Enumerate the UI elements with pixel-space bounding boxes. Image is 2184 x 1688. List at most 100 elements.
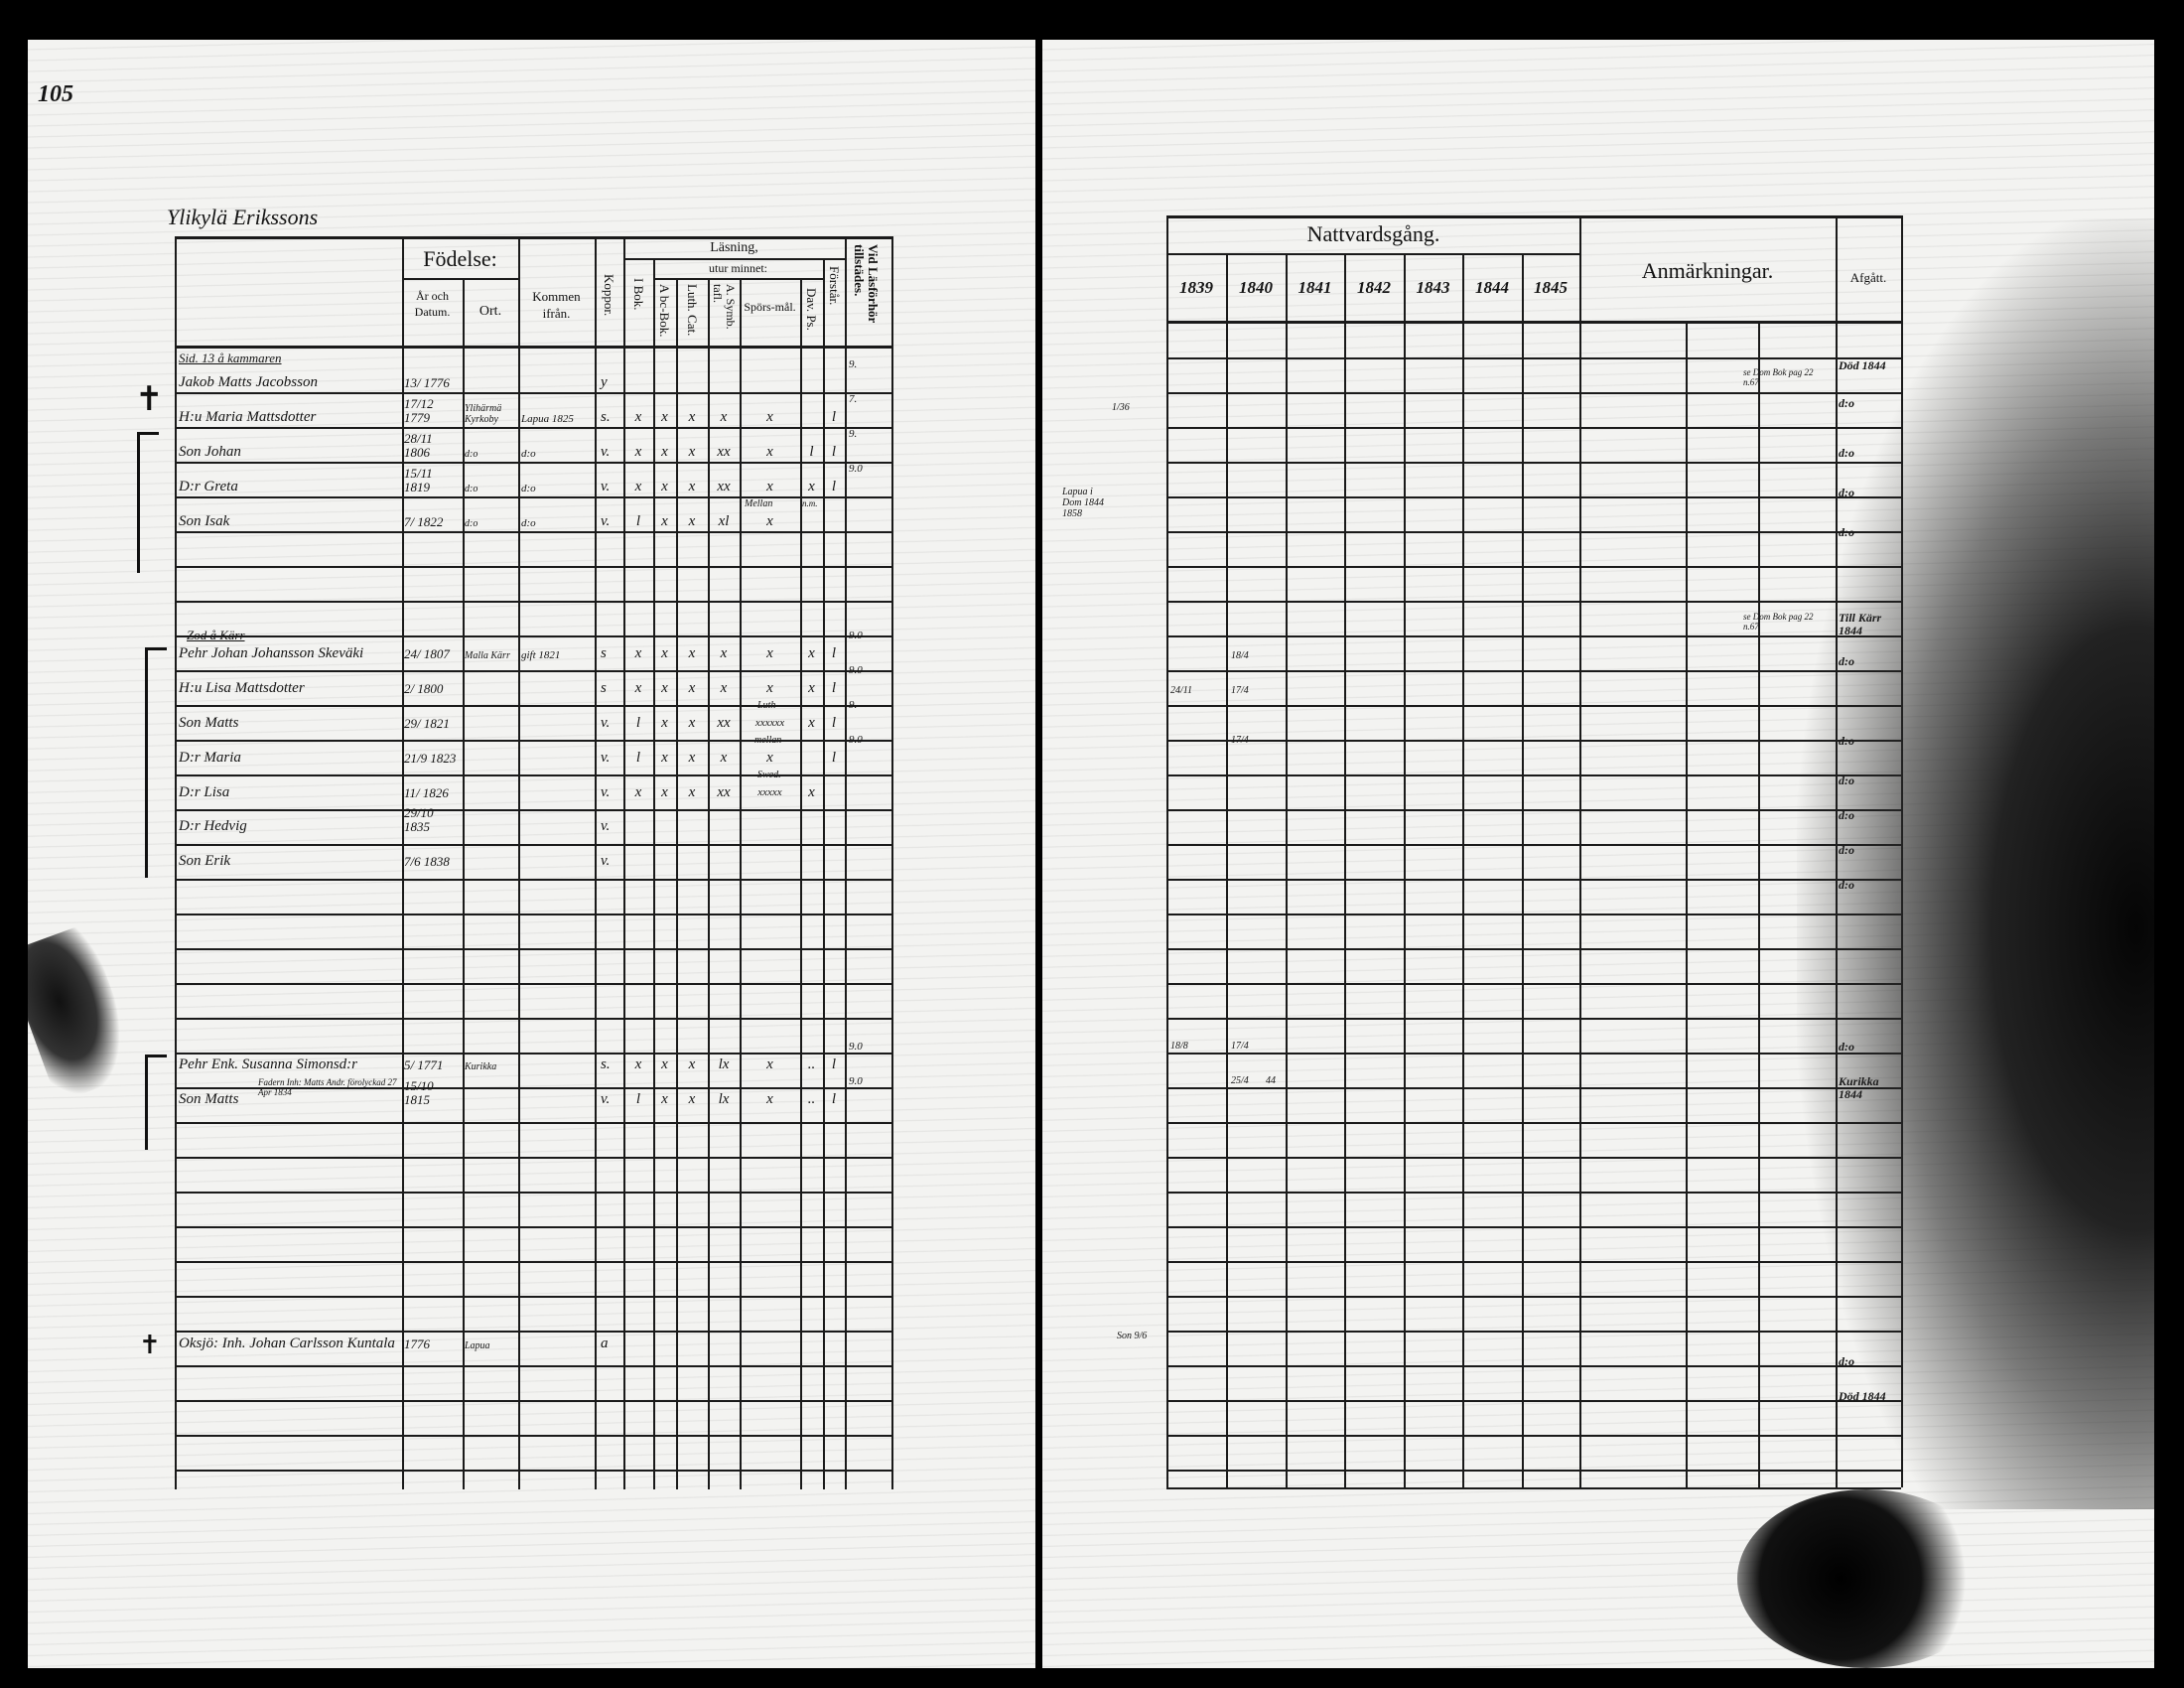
person-name: D:r Greta — [179, 479, 238, 494]
family-bracket-top — [145, 647, 167, 650]
examination-attendance: 9. — [849, 428, 858, 440]
table-row-line — [175, 670, 891, 672]
reading-mark: x — [661, 1056, 668, 1072]
table-column-line — [800, 278, 802, 1489]
person-name: Son Matts — [179, 1091, 239, 1107]
reading-mark: lx — [718, 1056, 730, 1072]
reading-mark: x — [720, 750, 728, 766]
reading-mark: x — [766, 680, 773, 696]
table-column-line — [1462, 253, 1464, 1487]
table-column-line — [823, 258, 825, 1489]
table-row-line — [1166, 774, 1901, 776]
table-row-line — [175, 914, 891, 915]
reading-mark: xl — [718, 513, 730, 529]
table-row-line — [175, 1470, 891, 1472]
table-row-line — [175, 427, 891, 429]
table-bottom-border — [1166, 1487, 1901, 1489]
table-column-line — [402, 236, 404, 1489]
header-divider — [1166, 253, 1579, 255]
header-koppor: Koppor. — [602, 274, 616, 317]
reading-mark: x — [766, 750, 773, 766]
smallpox-mark: v. — [601, 750, 611, 766]
departure-entry: d:o — [1839, 486, 1854, 499]
table-row-line — [175, 1087, 891, 1089]
table-row-line — [1166, 1296, 1901, 1298]
table-row-line — [1166, 462, 1901, 464]
table-row-line — [1166, 496, 1901, 498]
table-row-line — [175, 809, 891, 811]
reading-mark: x — [634, 645, 642, 661]
reading-mark: x — [808, 784, 815, 800]
family-bracket — [145, 1055, 148, 1150]
margin-note: Son 9/6 — [1117, 1331, 1148, 1341]
table-row-line — [175, 1122, 891, 1124]
smallpox-mark: a — [601, 1336, 609, 1351]
reading-mark: x — [661, 784, 668, 800]
table-row-line — [1166, 740, 1901, 742]
reading-mark: x — [661, 715, 668, 731]
departure-entry: d:o — [1839, 734, 1854, 748]
table-column-line — [1404, 253, 1406, 1487]
examination-attendance: 9.0 — [849, 734, 863, 746]
table-column-line — [653, 258, 655, 1489]
birth-place: d:o — [465, 484, 478, 494]
table-row-line — [175, 1435, 891, 1437]
came-from: d:o — [521, 448, 536, 460]
person-name: Jakob Matts Jacobsson — [179, 374, 318, 390]
departure-entry: Död 1844 — [1839, 358, 1886, 372]
group-heading: Sid. 13 å kammaren — [179, 351, 282, 365]
table-row-line — [1166, 879, 1901, 881]
reading-mark: x — [808, 680, 815, 696]
header-abc-bok: A bc-Bok. — [657, 284, 672, 338]
household-register-table: Födelse: År och Datum. Ort. Kommen ifrån… — [28, 40, 1035, 1668]
departure-entry: Till Kärr 1844 — [1839, 611, 1882, 637]
reading-mark: x — [634, 479, 642, 494]
header-utur-minnet: utur minnet: — [709, 261, 767, 275]
table-row-line — [1166, 1226, 1901, 1228]
table-column-line — [676, 278, 678, 1489]
table-row-line — [175, 1400, 891, 1402]
reading-mark: l — [635, 1091, 641, 1107]
header-afgatt: Afgått. — [1849, 270, 1887, 285]
reading-mark: x — [766, 444, 773, 460]
person-name: D:r Lisa — [179, 784, 230, 800]
smallpox-mark: s — [601, 645, 607, 661]
birth-date: 24/ 1807 — [404, 646, 450, 661]
communion-mark: 24/11 — [1170, 685, 1193, 696]
reading-mark: x — [766, 1056, 773, 1072]
examination-attendance: 9.0 — [849, 1075, 863, 1087]
table-row: H:u Lisa Mattsdotter 2/ 1800 s x x x x x x l 9.0 — [28, 664, 1035, 698]
reading-mark: l — [831, 409, 837, 425]
reading-mark: x — [688, 513, 696, 529]
table-row-line — [1166, 635, 1901, 637]
table-row-line — [175, 531, 891, 533]
reading-mark: xxxxxx — [754, 717, 785, 729]
table-row-line — [1166, 914, 1901, 915]
table-column-line — [518, 236, 520, 1489]
smallpox-mark: s — [601, 680, 607, 696]
reading-mark: x — [661, 1091, 668, 1107]
table-row-line — [1166, 948, 1901, 950]
table-row: H:u Maria Mattsdotter 17/12 1779 Ylihärmä … — [28, 393, 1035, 427]
table-row-line — [1166, 427, 1901, 429]
smallpox-mark: v. — [601, 784, 611, 800]
departure-entry: d:o — [1839, 808, 1854, 822]
table-row-line — [1166, 670, 1901, 672]
reading-mark: x — [634, 784, 642, 800]
year-header: 1840 — [1239, 278, 1273, 297]
table-column-line — [891, 236, 893, 1489]
table-column-line — [175, 236, 177, 1489]
departure-entry: d:o — [1839, 1040, 1854, 1054]
reading-mark: x — [688, 1056, 696, 1072]
smallpox-mark: v. — [601, 513, 611, 529]
header-dav-ps: Dav. Ps. — [804, 288, 819, 331]
table-row: Son Matts 15/10 1815 v. l x x lx x.. l 9.0 — [28, 1075, 1035, 1109]
header-divider — [402, 278, 518, 280]
reading-mark: x — [808, 645, 815, 661]
page-number: 105 — [38, 81, 73, 107]
person-name: Son Erik — [179, 853, 231, 869]
birth-date: 5/ 1771 — [404, 1057, 444, 1072]
reading-mark: x — [720, 409, 728, 425]
table-row-line — [175, 1296, 891, 1298]
header-nattvardsgang: Nattvardsgång. — [1306, 221, 1440, 246]
